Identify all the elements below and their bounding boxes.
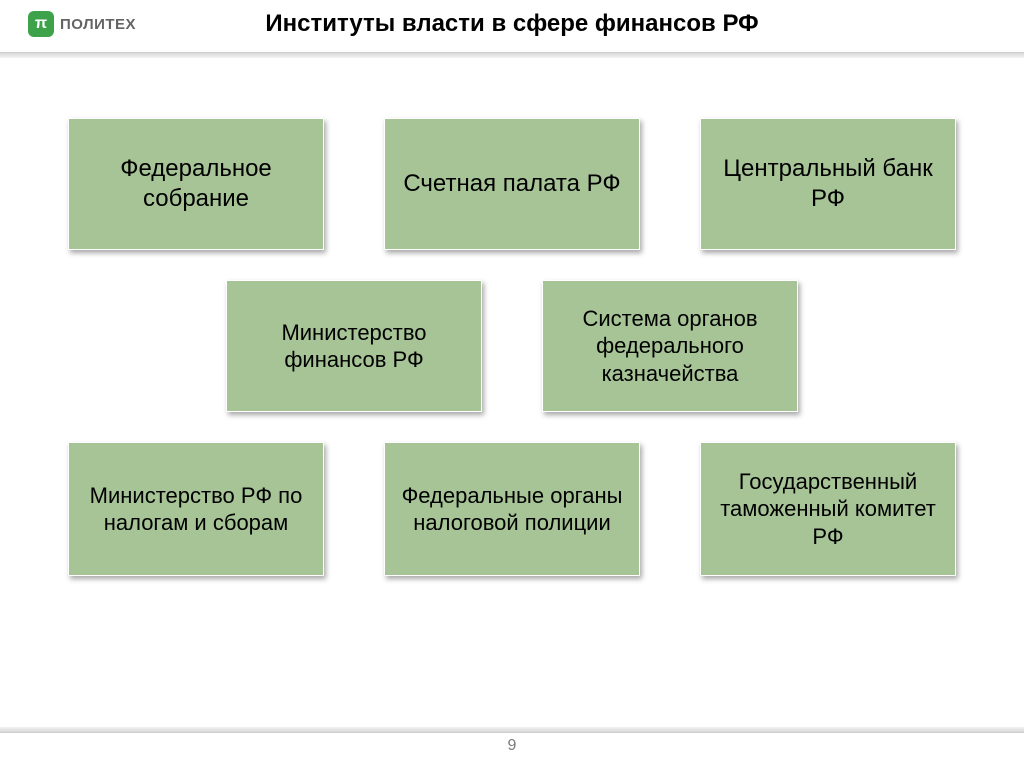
slide: π ПОЛИТЕХ Институты власти в сфере финан… [0, 0, 1024, 767]
header-divider [0, 52, 1024, 58]
box-label: Центральный банк РФ [711, 154, 945, 214]
diagram-area: Федеральное собрание Счетная палата РФ Ц… [0, 70, 1024, 707]
diagram-row-3: Министерство РФ по налогам и сборам Феде… [48, 442, 976, 576]
box-label: Министерство РФ по налогам и сборам [79, 482, 313, 537]
page-title: Институты власти в сфере финансов РФ [0, 10, 1024, 38]
box-ministry-finance: Министерство финансов РФ [226, 280, 482, 412]
box-federal-assembly: Федеральное собрание [68, 118, 324, 250]
box-label: Счетная палата РФ [403, 169, 620, 199]
box-customs-committee: Государственный таможенный комитет РФ [700, 442, 956, 576]
box-label: Федеральное собрание [79, 154, 313, 214]
box-label: Федеральные органы налоговой полиции [395, 482, 629, 537]
header-bar: π ПОЛИТЕХ Институты власти в сфере финан… [0, 0, 1024, 48]
box-tax-police: Федеральные органы налоговой полиции [384, 442, 640, 576]
box-accounts-chamber: Счетная палата РФ [384, 118, 640, 250]
diagram-row-1: Федеральное собрание Счетная палата РФ Ц… [48, 118, 976, 250]
box-federal-treasury: Система органов федерального казначейств… [542, 280, 798, 412]
box-label: Система органов федерального казначейств… [553, 305, 787, 388]
box-label: Министерство финансов РФ [237, 319, 471, 374]
footer-divider [0, 727, 1024, 733]
box-central-bank: Центральный банк РФ [700, 118, 956, 250]
diagram-row-2: Министерство финансов РФ Система органов… [48, 280, 976, 412]
box-label: Государственный таможенный комитет РФ [711, 468, 945, 551]
footer: 9 [0, 727, 1024, 767]
box-ministry-taxes: Министерство РФ по налогам и сборам [68, 442, 324, 576]
page-number: 9 [508, 737, 517, 755]
